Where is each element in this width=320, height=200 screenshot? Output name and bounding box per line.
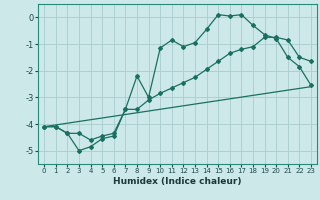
X-axis label: Humidex (Indice chaleur): Humidex (Indice chaleur) xyxy=(113,177,242,186)
